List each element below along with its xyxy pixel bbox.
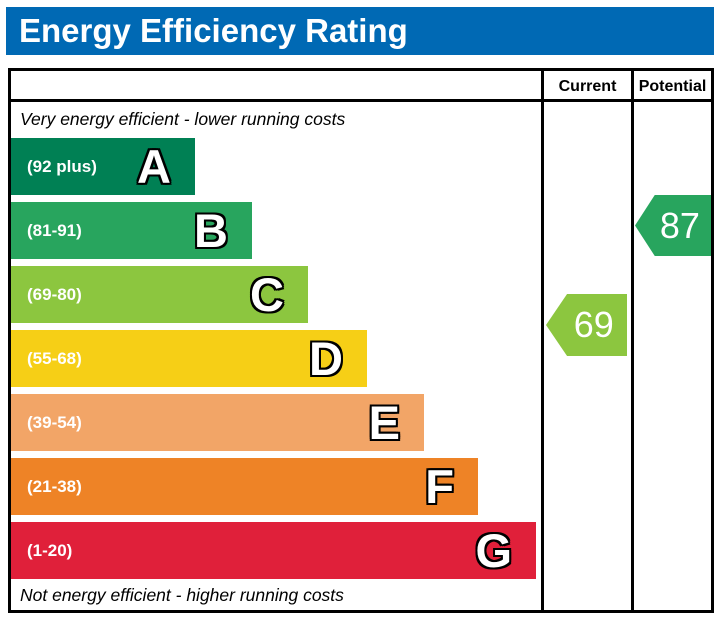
band-letter: A bbox=[137, 140, 171, 193]
band-row-b: (81-91) B bbox=[11, 202, 252, 259]
band-range-label: (1-20) bbox=[27, 540, 73, 560]
band-range-label: (39-54) bbox=[27, 412, 82, 432]
band-range-label: (81-91) bbox=[27, 220, 82, 240]
band-row-f: (21-38) F bbox=[11, 458, 478, 515]
current-column-divider bbox=[541, 71, 544, 610]
band-row-c: (69-80) C bbox=[11, 266, 308, 323]
band-range-label: (92 plus) bbox=[27, 156, 97, 176]
band-range-label: (55-68) bbox=[27, 348, 82, 368]
efficient-note: Very energy efficient - lower running co… bbox=[20, 109, 346, 129]
current-column-header: Current bbox=[558, 78, 617, 95]
band-letter: F bbox=[425, 460, 454, 513]
chart-title-bar: Energy Efficiency Rating bbox=[6, 7, 714, 55]
potential-column-header: Potential bbox=[638, 78, 707, 95]
band-range-label: (21-38) bbox=[27, 476, 82, 496]
band-letter: D bbox=[309, 332, 343, 385]
inefficient-note: Not energy efficient - higher running co… bbox=[20, 585, 344, 605]
band-range-label: (69-80) bbox=[27, 284, 82, 304]
band-letter: B bbox=[194, 204, 228, 257]
band-row-e: (39-54) E bbox=[11, 394, 424, 451]
potential-column-divider bbox=[631, 71, 634, 610]
band-letter: C bbox=[250, 268, 284, 321]
current-rating-arrow: 69 bbox=[546, 294, 627, 356]
band-letter: G bbox=[475, 524, 512, 577]
band-row-a: (92 plus) A bbox=[11, 138, 195, 195]
potential-rating-value: 87 bbox=[659, 204, 700, 246]
rating-table: Current Potential Very energy efficient … bbox=[8, 68, 714, 613]
chart-title: Energy Efficiency Rating bbox=[19, 12, 408, 49]
current-rating-value: 69 bbox=[573, 304, 614, 345]
potential-rating-arrow: 87 bbox=[635, 195, 711, 256]
band-row-d: (55-68) D bbox=[11, 330, 367, 387]
band-letter: E bbox=[368, 396, 400, 449]
band-row-g: (1-20) G bbox=[11, 522, 536, 579]
table-header-row: Current Potential bbox=[11, 71, 711, 102]
